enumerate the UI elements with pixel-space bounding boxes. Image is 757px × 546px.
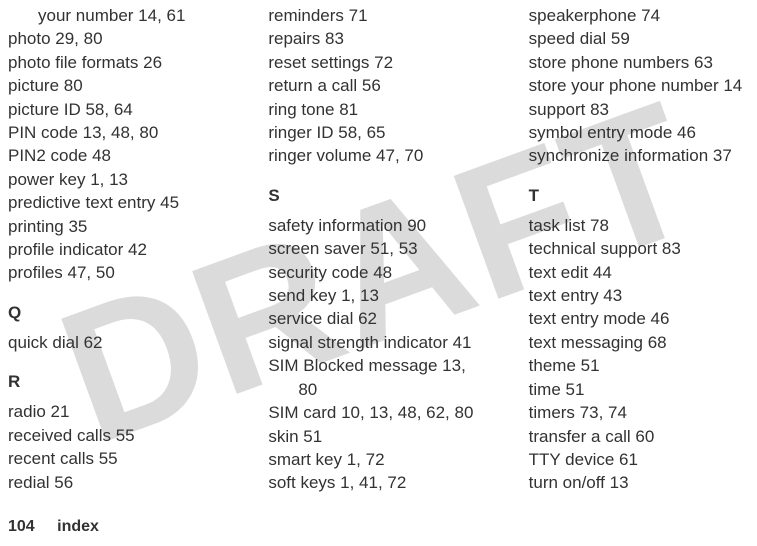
- index-entry: reset settings 72: [268, 51, 484, 74]
- index-letter-heading: T: [529, 186, 745, 206]
- index-entry: safety information 90: [268, 214, 484, 237]
- index-entry: text entry mode 46: [529, 307, 745, 330]
- index-entry: text entry 43: [529, 284, 745, 307]
- index-entry: photo file formats 26: [8, 51, 224, 74]
- index-entry: power key 1, 13: [8, 168, 224, 191]
- index-entry: reminders 71: [268, 4, 484, 27]
- index-entry: profiles 47, 50: [8, 261, 224, 284]
- index-entry: predictive text entry 45: [8, 191, 224, 214]
- index-entry: picture 80: [8, 74, 224, 97]
- index-entry: redial 56: [8, 471, 224, 494]
- index-entry: synchronize information 37: [529, 144, 745, 167]
- index-entry: ring tone 81: [268, 98, 484, 121]
- footer-label: index: [57, 518, 99, 535]
- index-entry: symbol entry mode 46: [529, 121, 745, 144]
- index-entry: profile indicator 42: [8, 238, 224, 261]
- index-entry: TTY device 61: [529, 448, 745, 471]
- index-column: reminders 71repairs 83reset settings 72r…: [268, 4, 484, 495]
- index-entry: your number 14, 61: [8, 4, 224, 27]
- index-entry: text edit 44: [529, 261, 745, 284]
- index-entry: repairs 83: [268, 27, 484, 50]
- index-entry: SIM card 10, 13, 48, 62, 80: [268, 401, 484, 424]
- index-entry: store phone numbers 63: [529, 51, 745, 74]
- index-entry: text messaging 68: [529, 331, 745, 354]
- index-entry: timers 73, 74: [529, 401, 745, 424]
- index-entry: screen saver 51, 53: [268, 237, 484, 260]
- index-entry: PIN code 13, 48, 80: [8, 121, 224, 144]
- index-entry: smart key 1, 72: [268, 448, 484, 471]
- index-page: your number 14, 61photo 29, 80photo file…: [0, 0, 757, 495]
- index-letter-heading: S: [268, 186, 484, 206]
- index-entry: store your phone number 14: [529, 74, 745, 97]
- index-entry: return a call 56: [268, 74, 484, 97]
- index-entry: theme 51: [529, 354, 745, 377]
- index-entry: quick dial 62: [8, 331, 224, 354]
- index-entry: technical support 83: [529, 237, 745, 260]
- index-entry: SIM Blocked message 13,: [268, 354, 484, 377]
- index-entry: ringer volume 47, 70: [268, 144, 484, 167]
- page-footer: 104 index: [8, 518, 99, 536]
- index-entry: soft keys 1, 41, 72: [268, 471, 484, 494]
- index-entry: turn on/off 13: [529, 471, 745, 494]
- index-entry: photo 29, 80: [8, 27, 224, 50]
- index-entry: task list 78: [529, 214, 745, 237]
- index-entry: send key 1, 13: [268, 284, 484, 307]
- index-entry: PIN2 code 48: [8, 144, 224, 167]
- index-entry: printing 35: [8, 215, 224, 238]
- index-entry: signal strength indicator 41: [268, 331, 484, 354]
- index-entry: recent calls 55: [8, 447, 224, 470]
- index-entry: speed dial 59: [529, 27, 745, 50]
- index-entry: 80: [268, 378, 484, 401]
- index-entry: ringer ID 58, 65: [268, 121, 484, 144]
- index-entry: support 83: [529, 98, 745, 121]
- index-entry: transfer a call 60: [529, 425, 745, 448]
- index-letter-heading: R: [8, 372, 224, 392]
- index-entry: received calls 55: [8, 424, 224, 447]
- index-column: your number 14, 61photo 29, 80photo file…: [8, 4, 224, 495]
- index-entry: service dial 62: [268, 307, 484, 330]
- index-entry: security code 48: [268, 261, 484, 284]
- index-entry: picture ID 58, 64: [8, 98, 224, 121]
- index-entry: radio 21: [8, 400, 224, 423]
- index-entry: time 51: [529, 378, 745, 401]
- page-number: 104: [8, 518, 35, 535]
- index-column: speakerphone 74speed dial 59store phone …: [529, 4, 745, 495]
- index-letter-heading: Q: [8, 303, 224, 323]
- index-entry: skin 51: [268, 425, 484, 448]
- index-entry: speakerphone 74: [529, 4, 745, 27]
